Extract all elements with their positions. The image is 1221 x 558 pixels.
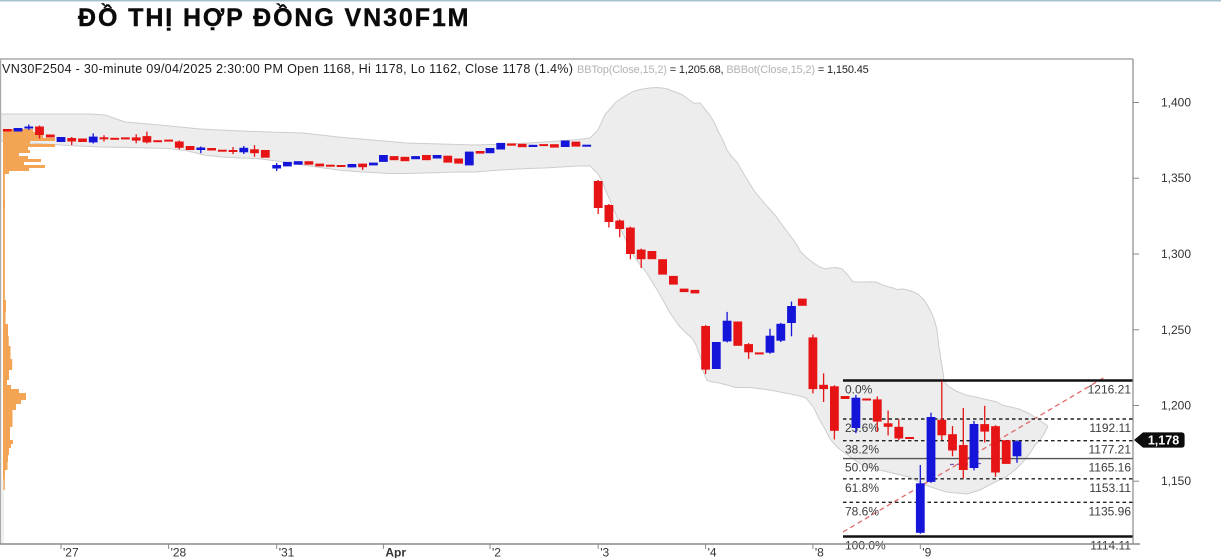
svg-text:61.8%: 61.8% <box>845 481 879 495</box>
svg-text:1,178: 1,178 <box>1148 433 1179 447</box>
svg-text:23.6%: 23.6% <box>845 421 879 435</box>
svg-text:38.2%: 38.2% <box>845 443 879 457</box>
svg-text:0.0%: 0.0% <box>845 383 873 397</box>
svg-text:'27: '27 <box>63 546 79 558</box>
svg-text:1,250: 1,250 <box>1161 323 1191 337</box>
svg-text:'8: '8 <box>815 546 824 558</box>
svg-text:1135.96: 1135.96 <box>1089 504 1132 518</box>
svg-text:1153.11: 1153.11 <box>1089 481 1131 495</box>
svg-text:100.0%: 100.0% <box>845 539 886 553</box>
svg-text:Apr: Apr <box>385 546 406 558</box>
svg-text:1216.21: 1216.21 <box>1088 383 1132 397</box>
svg-text:1192.11: 1192.11 <box>1089 421 1131 435</box>
svg-text:1,400: 1,400 <box>1161 96 1191 110</box>
svg-text:1,150: 1,150 <box>1161 474 1191 488</box>
svg-text:'31: '31 <box>279 546 295 558</box>
svg-text:1,350: 1,350 <box>1161 171 1191 185</box>
svg-text:'2: '2 <box>492 546 501 558</box>
svg-text:1,200: 1,200 <box>1161 399 1191 413</box>
svg-text:50.0%: 50.0% <box>845 461 879 475</box>
svg-text:'4: '4 <box>708 546 717 558</box>
svg-text:1114.11: 1114.11 <box>1090 539 1131 553</box>
svg-text:'3: '3 <box>600 546 609 558</box>
svg-text:'28: '28 <box>171 546 187 558</box>
svg-text:1177.21: 1177.21 <box>1089 443 1132 457</box>
svg-text:1165.16: 1165.16 <box>1089 461 1132 475</box>
svg-text:1,300: 1,300 <box>1161 247 1191 261</box>
svg-text:'9: '9 <box>922 546 931 558</box>
svg-text:78.6%: 78.6% <box>845 504 879 518</box>
